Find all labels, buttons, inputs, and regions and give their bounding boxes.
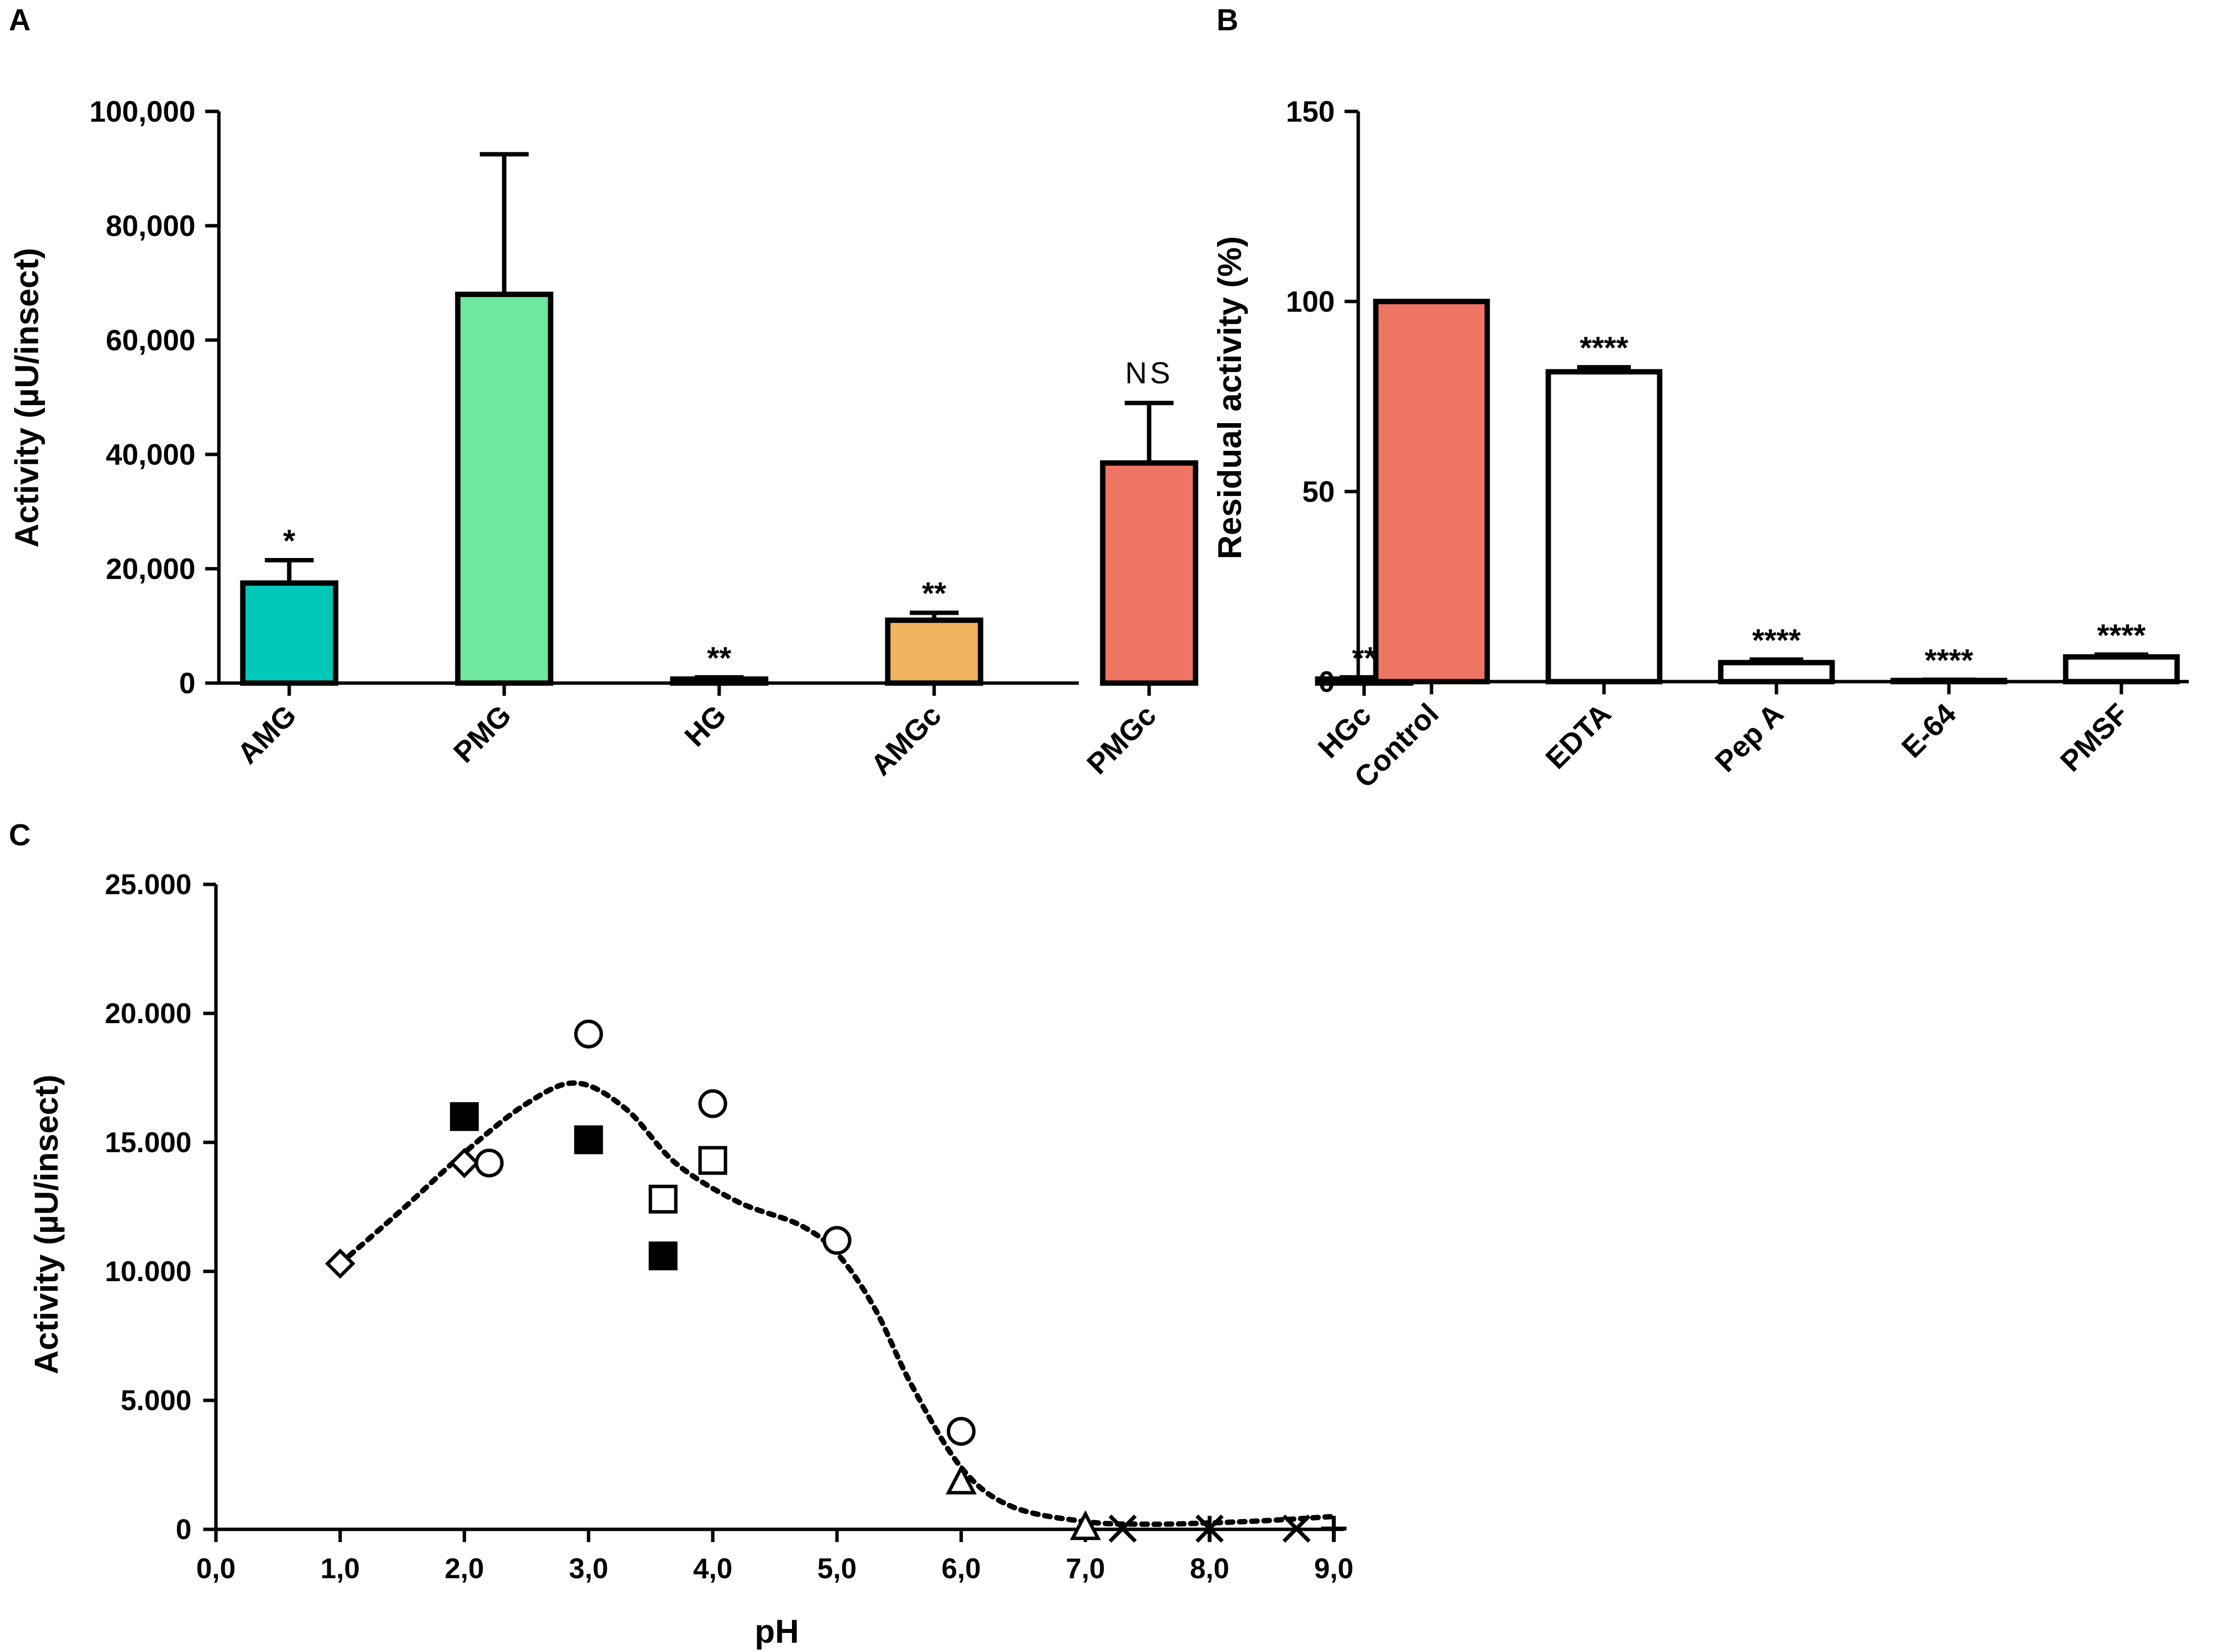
chart-c-fit-curve — [337, 1080, 1337, 1527]
chart-c-y-tick-label: 20.000 — [105, 998, 192, 1030]
chart-b-x-tick-label: E-64 — [1895, 697, 1962, 764]
chart-c-xlabel: pH — [755, 1613, 799, 1650]
chart-c-point-circle — [474, 1148, 504, 1178]
chart-c-point-open-square — [698, 1146, 727, 1175]
chart-c-point-plus — [1321, 1516, 1347, 1542]
chart-c-y-tick-label: 15.000 — [105, 1127, 192, 1159]
chart-a-x-tick-label: AMGc — [864, 699, 947, 782]
chart-b-y-tick-label: 100 — [1286, 285, 1335, 318]
chart-a-significance-label: ** — [707, 640, 731, 675]
chart-c-x-tick-label: 6,0 — [941, 1553, 981, 1585]
chart-c-point-circle — [822, 1226, 852, 1255]
chart-c-point-asterisk — [1195, 1514, 1224, 1543]
chart-c-point-circle — [574, 1019, 603, 1049]
chart-c-point-filled-square — [574, 1125, 603, 1155]
chart-c-x-tick-label: 4,0 — [693, 1553, 733, 1585]
chart-b-x-tick-label: Pep A — [1709, 697, 1790, 778]
chart-c-x-tick-label: 3,0 — [569, 1553, 608, 1585]
chart-c-y-tick-label: 5.000 — [121, 1385, 192, 1416]
chart-c-point-x — [1282, 1514, 1311, 1543]
chart-b-significance-label: **** — [1580, 330, 1628, 365]
panel-letter-b: B — [1217, 3, 1239, 37]
chart-b-y-tick-label: 50 — [1302, 475, 1335, 508]
chart-a-significance-label: NS — [1125, 357, 1173, 390]
chart-c-x-tick-label: 5,0 — [817, 1553, 857, 1585]
chart-c: Activity (µU/insect) pH 0 5.000 10.000 15.0… — [28, 869, 1353, 1650]
chart-c-point-filled-square — [449, 1102, 479, 1131]
chart-c-point-circle — [698, 1089, 727, 1118]
chart-a-y-tick-label: 60,000 — [106, 324, 195, 357]
chart-a-y-tick-label: 20,000 — [106, 553, 195, 585]
chart-a-bar — [1100, 460, 1198, 686]
chart-b-significance-label: **** — [1752, 622, 1801, 658]
chart-c-point-open-square — [648, 1184, 678, 1214]
chart-c-ylabel: Activity (µU/insect) — [28, 1074, 65, 1374]
chart-a-significance-label: * — [283, 523, 296, 558]
chart-c-point-triangle — [1069, 1510, 1101, 1540]
chart-a-x-tick-label: AMG — [231, 699, 302, 770]
chart-a-bar — [885, 617, 983, 686]
chart-b-x-tick-label: PMSF — [2054, 697, 2135, 778]
chart-c-point-filled-square — [648, 1241, 678, 1270]
chart-b-significance-label: **** — [2097, 618, 2146, 653]
chart-a-y-tick-label: 0 — [179, 667, 195, 700]
chart-c-y-tick-label: 0 — [176, 1514, 192, 1545]
chart-a-y-tick-label: 80,000 — [106, 210, 195, 242]
chart-a-x-tick-label: PMG — [447, 699, 517, 769]
chart-b-bar — [1718, 660, 1835, 685]
chart-a-x-tick-label: PMGc — [1081, 699, 1163, 781]
chart-c-x-tick-label: 7,0 — [1066, 1553, 1105, 1585]
chart-c-x-tick-label: 2,0 — [445, 1553, 484, 1585]
chart-b-bar — [1545, 369, 1663, 685]
chart-c-x-tick-label: 0,0 — [196, 1553, 236, 1585]
chart-b-y-tick-label: 0 — [1319, 665, 1335, 698]
chart-b-bar — [1373, 299, 1490, 685]
chart-a-ylabel: Activity (µU/insect) — [8, 248, 45, 548]
chart-a: Activity (µU/insect) 0 20,000 40,000 60,000… — [8, 95, 1413, 782]
chart-a-y-tick-label: 40,000 — [106, 438, 195, 471]
chart-b-significance-label: **** — [1924, 643, 1973, 678]
chart-a-significance-label: ** — [922, 576, 946, 611]
chart-b-ylabel: Residual activity (%) — [1211, 236, 1248, 559]
chart-a-y-tick-label: 100,000 — [89, 95, 195, 128]
chart-c-x-tick-label: 8,0 — [1190, 1553, 1229, 1585]
chart-c-x-tick-label: 1,0 — [321, 1553, 360, 1585]
chart-c-y-tick-label: 25.000 — [105, 869, 192, 901]
chart-c-point-diamond — [449, 1148, 480, 1179]
chart-c-point-circle — [946, 1416, 976, 1446]
chart-a-significance-label: ** — [1352, 640, 1376, 675]
chart-c-point-diamond — [325, 1248, 356, 1279]
chart-c-y-tick-label: 10.000 — [105, 1256, 192, 1287]
chart-b-bar — [2063, 654, 2180, 685]
chart-a-x-tick-label: HG — [678, 699, 732, 753]
panel-letter-c: C — [9, 818, 31, 852]
chart-b-y-tick-label: 150 — [1286, 95, 1335, 128]
panel-letter-a: A — [9, 3, 31, 37]
chart-a-bar — [670, 676, 769, 686]
chart-c-point-triangle — [945, 1464, 977, 1495]
chart-a-bar — [240, 580, 339, 686]
chart-c-x-tick-label: 9,0 — [1314, 1553, 1354, 1585]
chart-c-point-x — [1108, 1514, 1137, 1543]
chart-b-x-tick-label: EDTA — [1539, 697, 1617, 775]
chart-a-bar — [455, 291, 554, 686]
